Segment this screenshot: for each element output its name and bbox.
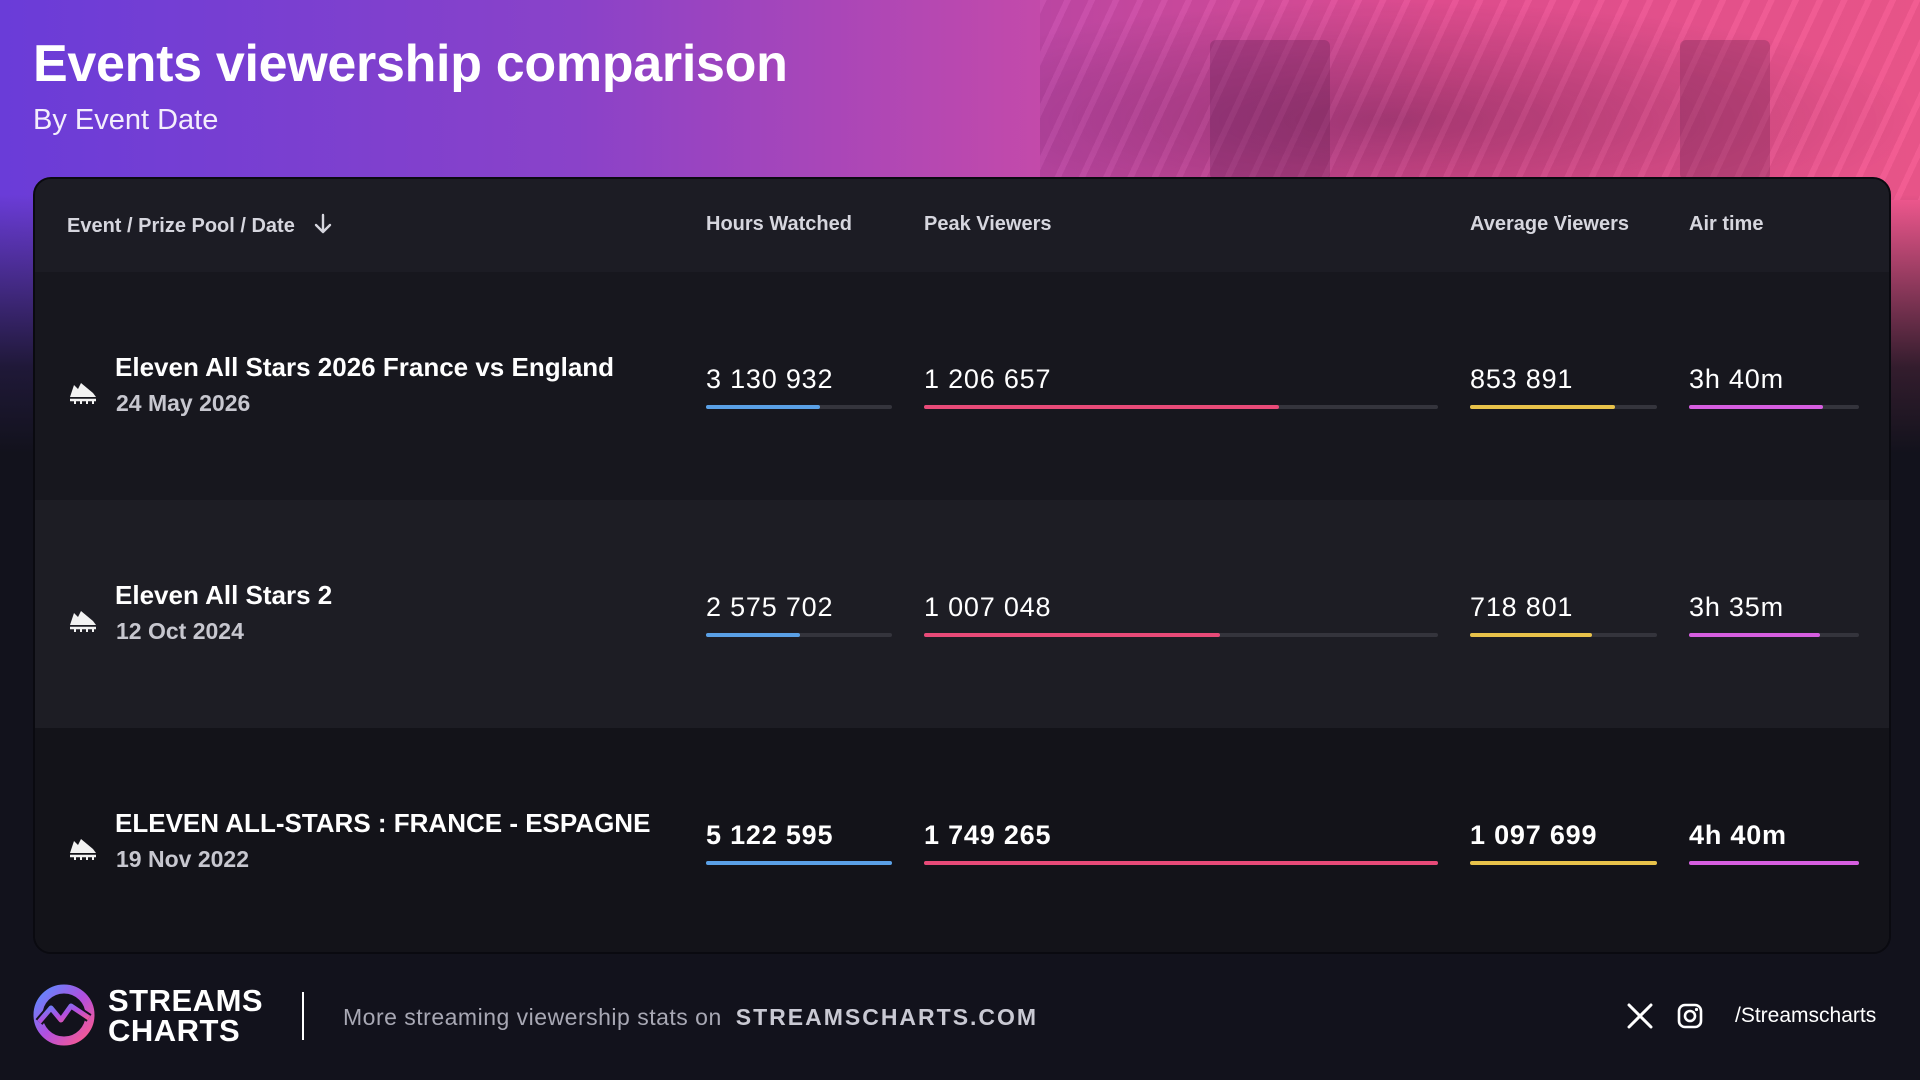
peak-viewers-value: 1 206 657: [924, 364, 1052, 394]
background-shape: [1680, 40, 1770, 180]
event-date: 19 Nov 2022: [116, 846, 249, 872]
page-subtitle: By Event Date: [33, 104, 219, 136]
event-name[interactable]: Eleven All Stars 2026 France vs England: [115, 352, 615, 382]
x-icon[interactable]: [1626, 1002, 1654, 1030]
average-viewers-bar: [1470, 633, 1657, 637]
event-name[interactable]: ELEVEN ALL-STARS : FRANCE - ESPAGNE: [115, 808, 651, 838]
peak-viewers-bar: [924, 861, 1438, 865]
peak-viewers-cell: 1 206 657: [924, 364, 1438, 409]
page-header: Events viewership comparison By Event Da…: [33, 34, 788, 137]
logo-line-2: CHARTS: [108, 1013, 241, 1048]
hours-watched-bar: [706, 633, 892, 637]
footer: STREAMS CHARTS More streaming viewership…: [0, 970, 1920, 1080]
hours-watched-bar: [706, 405, 892, 409]
hours-watched-cell: 5 122 595: [706, 820, 892, 865]
table-row[interactable]: Eleven All Stars 2 12 Oct 2024 2 575 702…: [35, 500, 1889, 728]
hours-watched-cell: 3 130 932: [706, 364, 892, 409]
hours-watched-bar-fill: [706, 861, 892, 865]
column-header-air[interactable]: Air time: [1689, 213, 1764, 235]
air-time-value: 4h 40m: [1689, 820, 1787, 850]
hours-watched-cell: 2 575 702: [706, 592, 892, 637]
streams-charts-logo-icon[interactable]: [31, 982, 97, 1048]
air-time-cell: 3h 40m: [1689, 364, 1859, 409]
streams-charts-logo-text: STREAMS CHARTS: [108, 983, 264, 1048]
peak-viewers-bar: [924, 405, 1438, 409]
peak-viewers-bar-fill: [924, 633, 1221, 637]
hours-watched-bar-fill: [706, 405, 820, 409]
soccer-cleat-icon: [67, 831, 99, 861]
peak-viewers-bar-fill: [924, 861, 1438, 865]
hours-watched-value: 2 575 702: [706, 592, 834, 622]
social-handle[interactable]: /Streamscharts: [1735, 1004, 1877, 1027]
footer-divider: [302, 992, 304, 1040]
peak-viewers-bar: [924, 633, 1438, 637]
instagram-icon[interactable]: [1676, 1002, 1704, 1030]
footer-note: More streaming viewership stats on STREAM…: [343, 1004, 1038, 1031]
average-viewers-bar: [1470, 861, 1657, 865]
hours-watched-bar-fill: [706, 633, 800, 637]
average-viewers-value: 1 097 699: [1470, 820, 1598, 850]
peak-viewers-value: 1 749 265: [924, 820, 1052, 850]
average-viewers-bar-fill: [1470, 405, 1616, 409]
air-time-value: 3h 35m: [1689, 592, 1784, 622]
hours-watched-value: 3 130 932: [706, 364, 834, 394]
peak-viewers-cell: 1 749 265: [924, 820, 1438, 865]
average-viewers-cell: 718 801: [1470, 592, 1657, 637]
hours-watched-bar: [706, 861, 892, 865]
air-time-bar-fill: [1689, 861, 1859, 865]
air-time-value: 3h 40m: [1689, 364, 1784, 394]
footer-site-link[interactable]: STREAMSCHARTS.COM: [735, 1004, 1039, 1030]
table-header: Event / Prize Pool / Date Hours Watched …: [35, 179, 1889, 272]
table-row[interactable]: Eleven All Stars 2026 France vs England …: [35, 272, 1889, 500]
events-table: Event / Prize Pool / Date Hours Watched …: [33, 177, 1891, 954]
air-time-bar: [1689, 633, 1859, 637]
background-photo: [1040, 0, 1920, 200]
air-time-cell: 4h 40m: [1689, 820, 1859, 865]
table-row[interactable]: ELEVEN ALL-STARS : FRANCE - ESPAGNE 19 N…: [35, 728, 1889, 952]
soccer-cleat-icon: [67, 603, 99, 633]
air-time-cell: 3h 35m: [1689, 592, 1859, 637]
arrow-down-icon[interactable]: [312, 213, 334, 241]
average-viewers-cell: 1 097 699: [1470, 820, 1657, 865]
background-shape: [1210, 40, 1330, 180]
page-title: Events viewership comparison: [33, 35, 788, 93]
average-viewers-bar: [1470, 405, 1657, 409]
soccer-cleat-icon: [67, 375, 99, 405]
hours-watched-value: 5 122 595: [706, 820, 834, 850]
logo-line-1: STREAMS: [108, 983, 264, 1018]
footer-note-text: More streaming viewership stats on: [343, 1004, 722, 1030]
air-time-bar: [1689, 405, 1859, 409]
average-viewers-bar-fill: [1470, 633, 1593, 637]
column-header-hours[interactable]: Hours Watched: [706, 213, 852, 235]
air-time-bar-fill: [1689, 405, 1823, 409]
air-time-bar: [1689, 861, 1859, 865]
column-header-avg[interactable]: Average Viewers: [1470, 213, 1629, 235]
event-date: 24 May 2026: [116, 390, 251, 416]
column-header-event[interactable]: Event / Prize Pool / Date: [67, 213, 334, 241]
air-time-bar-fill: [1689, 633, 1820, 637]
event-name[interactable]: Eleven All Stars 2: [115, 580, 333, 610]
average-viewers-cell: 853 891: [1470, 364, 1657, 409]
event-date: 12 Oct 2024: [116, 618, 244, 644]
average-viewers-value: 853 891: [1470, 364, 1574, 394]
column-header-peak[interactable]: Peak Viewers: [924, 213, 1052, 235]
peak-viewers-bar-fill: [924, 405, 1279, 409]
average-viewers-value: 718 801: [1470, 592, 1574, 622]
peak-viewers-value: 1 007 048: [924, 592, 1052, 622]
column-header-event-label: Event / Prize Pool / Date: [67, 215, 295, 237]
peak-viewers-cell: 1 007 048: [924, 592, 1438, 637]
average-viewers-bar-fill: [1470, 861, 1657, 865]
